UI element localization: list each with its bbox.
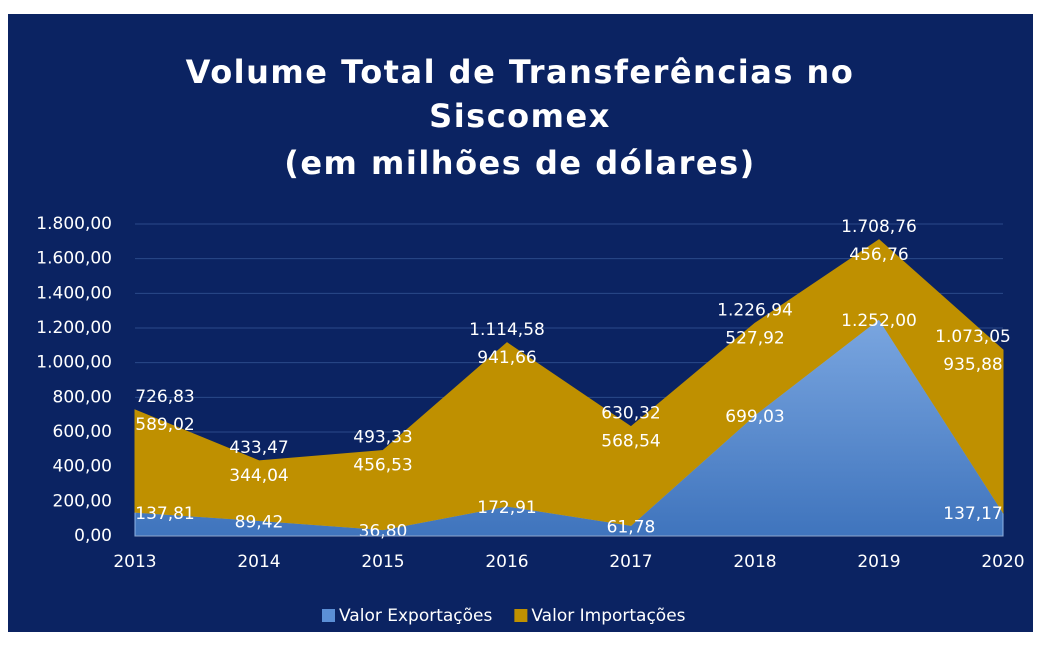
y-tick-label: 800,00 xyxy=(53,387,112,407)
data-label: 589,02 xyxy=(135,415,194,435)
legend-swatch xyxy=(514,609,528,622)
x-tick-label: 2019 xyxy=(857,552,900,572)
y-tick-label: 0,00 xyxy=(74,526,112,546)
x-tick-label: 2016 xyxy=(485,552,528,572)
data-label: 89,42 xyxy=(235,513,284,533)
y-tick-label: 1.600,00 xyxy=(36,249,112,269)
chart-title: (em milhões de dólares) xyxy=(284,144,756,182)
total-label: 433,47 xyxy=(229,438,288,458)
legend-label: Valor Exportações xyxy=(339,606,493,626)
total-label: 630,32 xyxy=(601,404,660,424)
data-label: 344,04 xyxy=(229,466,288,486)
data-label: 172,91 xyxy=(477,498,536,518)
total-label: 1.708,76 xyxy=(841,217,917,237)
x-tick-label: 2020 xyxy=(981,552,1024,572)
total-label: 726,83 xyxy=(135,387,194,407)
x-tick-label: 2013 xyxy=(113,552,156,572)
total-label: 1.073,05 xyxy=(935,327,1011,347)
total-label: 493,33 xyxy=(353,427,412,447)
y-tick-label: 1.800,00 xyxy=(36,214,112,234)
data-label: 1.252,00 xyxy=(841,311,917,331)
y-tick-label: 600,00 xyxy=(53,422,112,442)
data-label: 137,81 xyxy=(135,504,194,524)
total-label: 1.226,94 xyxy=(717,300,793,320)
y-tick-label: 1.200,00 xyxy=(36,318,112,338)
x-tick-label: 2017 xyxy=(609,552,652,572)
chart-title: Siscomex xyxy=(429,97,611,135)
y-tick-label: 1.000,00 xyxy=(36,353,112,373)
total-label: 1.114,58 xyxy=(469,320,545,340)
area xyxy=(134,239,1004,531)
x-tick-label: 2015 xyxy=(361,552,404,572)
data-label: 935,88 xyxy=(943,355,1002,375)
y-tick-label: 1.400,00 xyxy=(36,283,112,303)
data-label: 699,03 xyxy=(725,407,784,427)
legend-swatch xyxy=(322,609,335,622)
x-tick-label: 2014 xyxy=(237,552,280,572)
y-tick-label: 400,00 xyxy=(53,457,112,477)
data-label: 527,92 xyxy=(725,328,784,348)
data-label: 61,78 xyxy=(607,517,656,537)
chart-title: Volume Total de Transferências no xyxy=(186,53,855,91)
data-label: 36,80 xyxy=(359,522,408,542)
data-label: 568,54 xyxy=(601,432,660,452)
data-label: 941,66 xyxy=(477,348,536,368)
x-tick-label: 2018 xyxy=(733,552,776,572)
data-label: 456,76 xyxy=(849,245,908,265)
legend-label: Valor Importações xyxy=(531,606,685,626)
y-tick-label: 200,00 xyxy=(53,491,112,511)
data-label: 137,17 xyxy=(943,504,1002,524)
data-label: 456,53 xyxy=(353,455,412,475)
